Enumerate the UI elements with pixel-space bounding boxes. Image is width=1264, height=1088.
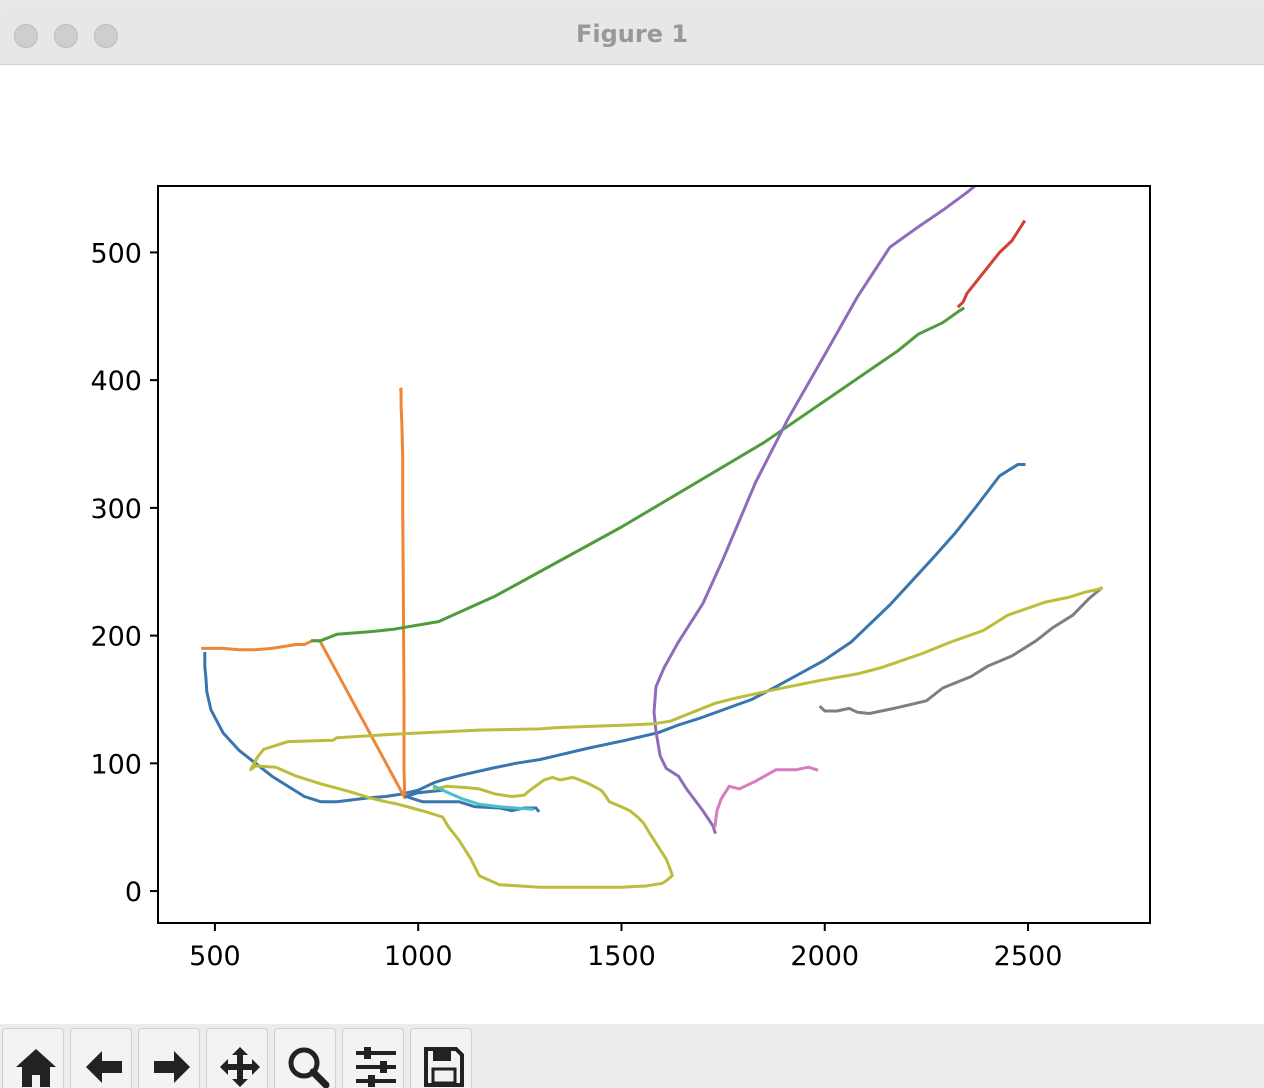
zoom-magnifier-icon <box>288 1047 330 1088</box>
x-tick-label: 2000 <box>790 941 859 972</box>
pan-move-icon <box>220 1047 260 1087</box>
series-line-1 <box>203 463 1026 804</box>
forward-button[interactable] <box>138 1028 200 1088</box>
series-line-9 <box>249 586 1104 889</box>
y-tick-label: 0 <box>125 877 142 908</box>
y-tick-label: 400 <box>90 366 142 397</box>
x-tick-label: 1500 <box>587 941 656 972</box>
series-line-5 <box>956 219 1027 309</box>
configure-subplots-icon <box>356 1047 396 1087</box>
plot-background <box>158 186 1150 923</box>
home-button[interactable] <box>2 1028 64 1088</box>
series-line-8 <box>818 586 1104 715</box>
axes-frame <box>157 185 1151 924</box>
x-tick-label: 500 <box>189 941 241 972</box>
pan-button[interactable] <box>206 1028 268 1088</box>
y-tick-label: 300 <box>90 494 142 525</box>
series-line-4 <box>311 306 966 643</box>
y-tick-label: 100 <box>90 749 142 780</box>
line-chart: 500 1000 1500 2000 2500 0 100 200 300 400 500 <box>90 185 1151 972</box>
home-icon <box>16 1049 56 1087</box>
zoom-window-button[interactable] <box>94 24 118 48</box>
save-button[interactable] <box>410 1028 472 1088</box>
title-bar: Figure 1 <box>0 6 1264 65</box>
close-window-button[interactable] <box>14 24 38 48</box>
forward-arrow-icon <box>154 1051 190 1083</box>
zoom-button[interactable] <box>274 1028 336 1088</box>
y-tick-label: 500 <box>90 238 142 269</box>
figure-canvas: 500 1000 1500 2000 2500 0 100 200 300 400 500 <box>0 65 1264 1025</box>
series-line-2 <box>201 387 407 800</box>
x-tick-label: 1000 <box>384 941 453 972</box>
navigation-toolbar <box>0 1024 1264 1088</box>
window-title: Figure 1 <box>575 20 689 48</box>
back-arrow-icon <box>86 1051 122 1083</box>
series-line-7 <box>713 765 819 828</box>
minimize-window-button[interactable] <box>54 24 78 48</box>
figure-window: Figure 1 500 1000 1500 2000 2500 0 100 200 300 4… <box>0 6 1264 1088</box>
y-tick-label: 200 <box>90 622 142 653</box>
back-button[interactable] <box>70 1028 132 1088</box>
series-line-6 <box>652 187 977 835</box>
x-tick-label: 2500 <box>994 941 1063 972</box>
save-floppy-icon <box>424 1047 464 1087</box>
series-line-10 <box>432 784 534 811</box>
configure-subplots-button[interactable] <box>342 1028 404 1088</box>
